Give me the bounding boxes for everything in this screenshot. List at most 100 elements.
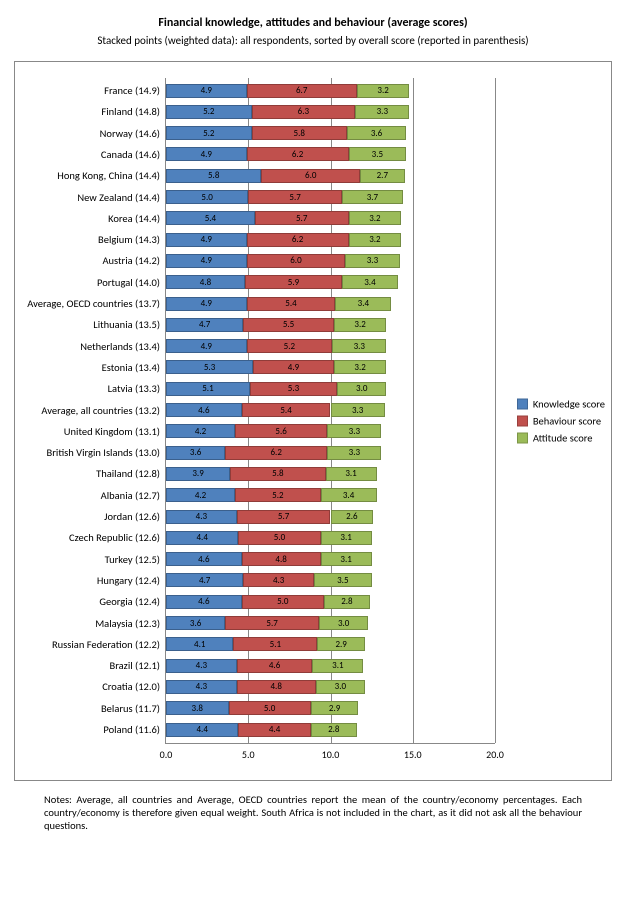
x-tick-label: 20.0	[486, 748, 504, 761]
x-tick-label: 5.0	[242, 748, 255, 761]
bar-segment-attitude: 3.2	[349, 211, 402, 225]
bar-row: Portugal (14.0)4.85.93.4	[166, 274, 495, 291]
bar-segment-knowledge: 4.7	[166, 573, 243, 587]
row-label: British Virgin Islands (13.0)	[47, 444, 166, 461]
bar-segment-knowledge: 3.9	[166, 467, 230, 481]
bar-row: Austria (14.2)4.96.03.3	[166, 252, 495, 269]
bar-row: Russian Federation (12.2)4.15.12.9	[166, 636, 495, 653]
bar-segment-behaviour: 5.9	[245, 275, 342, 289]
chart-container: Financial knowledge, attitudes and behav…	[0, 0, 626, 846]
bar-row: Hungary (12.4)4.74.33.5	[166, 572, 495, 589]
bar-segment-behaviour: 5.6	[235, 424, 327, 438]
row-label: Norway (14.6)	[100, 125, 166, 142]
bar-segment-knowledge: 4.3	[166, 510, 237, 524]
row-label: Croatia (12.0)	[102, 678, 166, 695]
bar-segment-attitude: 3.7	[342, 190, 403, 204]
row-label: Belarus (11.7)	[101, 700, 166, 717]
bar-segment-knowledge: 5.2	[166, 105, 252, 119]
bar-segment-knowledge: 5.2	[166, 126, 252, 140]
bar-segment-knowledge: 4.3	[166, 680, 237, 694]
bar-segment-attitude: 3.6	[347, 126, 406, 140]
row-label: Hungary (12.4)	[97, 572, 166, 589]
bar-segment-attitude: 3.2	[357, 84, 410, 98]
legend: Knowledge scoreBehaviour scoreAttitude s…	[517, 394, 605, 449]
row-label: Estonia (13.4)	[102, 359, 166, 376]
bar-segment-knowledge: 5.0	[166, 190, 248, 204]
bar-segment-behaviour: 5.7	[237, 510, 331, 524]
row-label: Thailand (12.8)	[96, 465, 166, 482]
row-label: United Kingdom (13.1)	[64, 423, 166, 440]
bar-segment-attitude: 3.0	[319, 616, 368, 630]
row-label: Czech Republic (12.6)	[69, 529, 166, 546]
bar-segment-behaviour: 5.0	[242, 595, 324, 609]
row-label: Latvia (13.3)	[108, 380, 166, 397]
bar-segment-behaviour: 5.2	[247, 339, 333, 353]
bar-segment-behaviour: 5.5	[243, 318, 333, 332]
bar-row: Poland (11.6)4.44.42.8	[166, 721, 495, 738]
bar-segment-attitude: 2.8	[311, 723, 357, 737]
bar-segment-knowledge: 3.6	[166, 446, 225, 460]
bar-segment-knowledge: 4.7	[166, 318, 243, 332]
bar-row: Thailand (12.8)3.95.83.1	[166, 465, 495, 482]
bar-row: Belarus (11.7)3.85.02.9	[166, 700, 495, 717]
row-label: Korea (14.4)	[108, 210, 166, 227]
row-label: Hong Kong, China (14.4)	[57, 167, 166, 184]
bar-row: Croatia (12.0)4.34.83.0	[166, 678, 495, 695]
bar-segment-attitude: 3.3	[345, 254, 399, 268]
bar-row: France (14.9)4.96.73.2	[166, 82, 495, 99]
bar-row: Belgium (14.3)4.96.23.2	[166, 231, 495, 248]
bar-segment-attitude: 3.3	[355, 105, 409, 119]
bar-segment-attitude: 3.3	[332, 339, 386, 353]
bar-segment-attitude: 3.3	[327, 446, 381, 460]
bar-segment-attitude: 3.5	[349, 147, 407, 161]
bar-segment-behaviour: 4.3	[243, 573, 314, 587]
bar-segment-attitude: 3.1	[312, 659, 363, 673]
bar-segment-knowledge: 4.9	[166, 339, 247, 353]
x-tick-label: 15.0	[404, 748, 422, 761]
bar-segment-knowledge: 3.6	[166, 616, 225, 630]
bar-segment-behaviour: 6.0	[261, 169, 360, 183]
bar-segment-behaviour: 5.2	[235, 488, 321, 502]
bar-segment-behaviour: 5.0	[238, 531, 320, 545]
bar-segment-attitude: 3.0	[337, 382, 386, 396]
bar-segment-knowledge: 4.3	[166, 659, 237, 673]
bar-segment-knowledge: 4.9	[166, 297, 247, 311]
legend-label: Attitude score	[533, 432, 593, 445]
bar-segment-attitude: 2.7	[360, 169, 404, 183]
bar-segment-attitude: 3.0	[316, 680, 365, 694]
bar-segment-behaviour: 5.7	[225, 616, 319, 630]
legend-item: Knowledge score	[517, 398, 605, 411]
bar-segment-behaviour: 5.7	[255, 211, 349, 225]
bar-row: Average, OECD countries (13.7)4.95.43.4	[166, 295, 495, 312]
bar-row: Hong Kong, China (14.4)5.86.02.7	[166, 167, 495, 184]
bar-row: Czech Republic (12.6)4.45.03.1	[166, 529, 495, 546]
bar-segment-knowledge: 5.8	[166, 169, 261, 183]
bar-row: Estonia (13.4)5.34.93.2	[166, 359, 495, 376]
bar-segment-behaviour: 5.4	[247, 297, 336, 311]
bar-segment-attitude: 3.1	[326, 467, 377, 481]
bar-segment-behaviour: 6.0	[247, 254, 346, 268]
bar-segment-knowledge: 4.9	[166, 233, 247, 247]
bar-segment-behaviour: 4.4	[238, 723, 310, 737]
bar-segment-behaviour: 5.7	[248, 190, 342, 204]
row-label: France (14.9)	[104, 82, 166, 99]
row-label: Netherlands (13.4)	[80, 338, 166, 355]
bar-segment-knowledge: 4.6	[166, 552, 242, 566]
bar-row: Average, all countries (13.2)4.65.43.3	[166, 402, 495, 419]
bar-row: Jordan (12.6)4.35.72.6	[166, 508, 495, 525]
chart-border: 0.05.010.015.020.0France (14.9)4.96.73.2…	[14, 61, 612, 781]
bar-segment-attitude: 3.3	[327, 424, 381, 438]
row-label: Portugal (14.0)	[97, 274, 166, 291]
bar-segment-behaviour: 4.8	[237, 680, 316, 694]
bar-segment-attitude: 3.2	[334, 360, 387, 374]
row-label: Poland (11.6)	[103, 721, 166, 738]
row-label: Average, all countries (13.2)	[41, 402, 166, 419]
bar-segment-attitude: 3.5	[314, 573, 372, 587]
bar-segment-behaviour: 6.7	[247, 84, 357, 98]
bar-row: British Virgin Islands (13.0)3.66.23.3	[166, 444, 495, 461]
row-label: Belgium (14.3)	[98, 231, 166, 248]
bar-segment-attitude: 3.4	[335, 297, 391, 311]
bar-row: New Zealand (14.4)5.05.73.7	[166, 189, 495, 206]
bar-segment-attitude: 3.1	[321, 531, 372, 545]
bar-row: Finland (14.8)5.26.33.3	[166, 103, 495, 120]
